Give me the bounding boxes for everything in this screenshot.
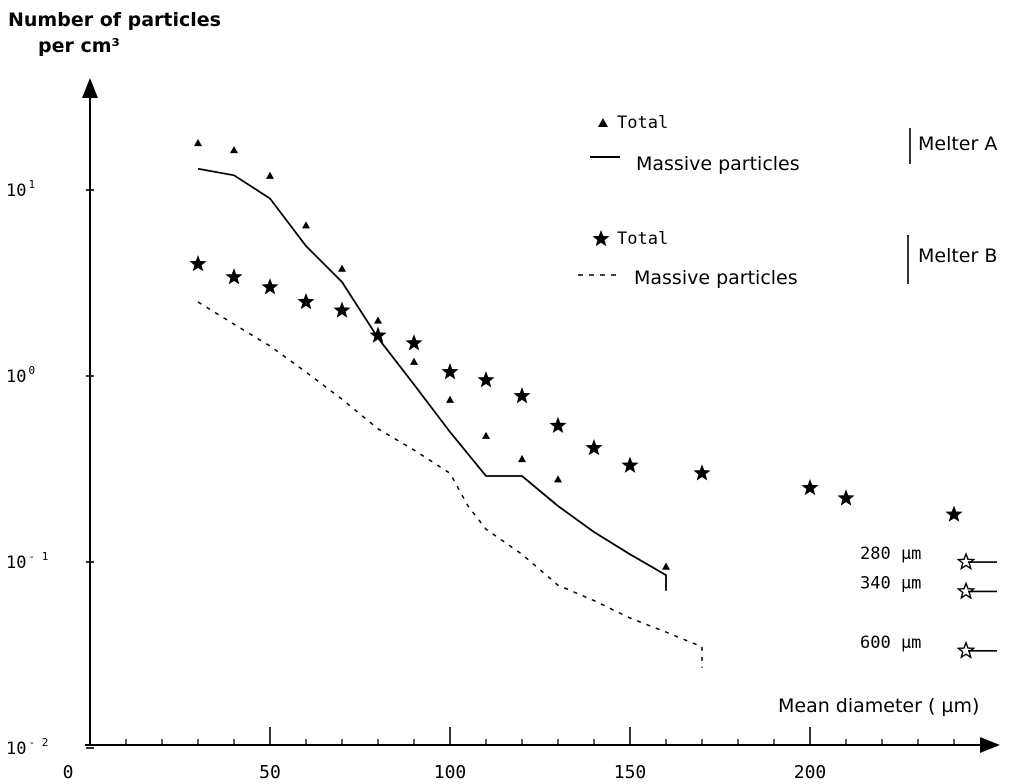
data-point-star xyxy=(693,464,711,481)
legend-star-icon xyxy=(592,230,610,247)
data-point-star xyxy=(261,278,279,295)
data-point-triangle xyxy=(338,264,346,272)
data-point-star xyxy=(837,489,855,506)
series-line xyxy=(197,167,667,591)
y-tick-label: 10 1 xyxy=(6,178,35,201)
legend-melter-a: Total Massive particles Melter A xyxy=(590,113,997,175)
data-point-triangle xyxy=(194,138,202,147)
data-point-triangle xyxy=(482,431,490,439)
data-point-star xyxy=(225,268,243,285)
series-melter-b-massive-particles xyxy=(197,301,703,668)
legend-melter-b-title: Melter B xyxy=(918,245,997,267)
x-ticks: 0 50 100 150 200 xyxy=(63,727,827,783)
offscale-star-icon xyxy=(956,640,976,659)
series-melter-a-total xyxy=(194,138,670,570)
data-point-star xyxy=(405,334,423,351)
offscale-annotation: 280 µm xyxy=(860,544,997,571)
offscale-annotation: 340 µm xyxy=(860,573,997,600)
x-tick-label: 100 xyxy=(434,762,467,783)
data-point-star xyxy=(621,456,639,473)
y-tick-label: 10 0 xyxy=(6,364,35,387)
data-point-star xyxy=(477,371,495,388)
legend-melter-a-massive-label: Massive particles xyxy=(636,153,800,175)
data-point-triangle xyxy=(518,454,526,463)
x-tick-label: 0 xyxy=(63,762,74,783)
data-point-triangle xyxy=(230,145,238,154)
x-tick-label: 200 xyxy=(794,762,827,783)
data-point-star xyxy=(549,416,567,434)
x-axis-title: Mean diameter ( µm) xyxy=(778,695,979,717)
data-point-triangle xyxy=(266,171,274,179)
data-point-triangle xyxy=(374,316,382,324)
data-point-star xyxy=(441,363,459,380)
data-point-triangle xyxy=(446,395,454,403)
data-point-star xyxy=(333,301,351,318)
y-axis-title-line2: per cm³ xyxy=(38,35,120,57)
series-line xyxy=(197,301,703,668)
x-minor-ticks xyxy=(125,739,955,745)
offscale-annotation: 600 µm xyxy=(860,633,997,659)
data-point-triangle xyxy=(662,562,670,570)
offscale-label: 600 µm xyxy=(860,633,921,653)
legend-triangle-icon xyxy=(598,118,608,127)
x-tick-label: 50 xyxy=(259,762,281,783)
y-tick-label: 10- 1 xyxy=(6,550,48,573)
data-point-star xyxy=(585,439,603,456)
legend-melter-b-total-label: Total xyxy=(617,229,668,249)
series-layer xyxy=(189,138,963,668)
data-point-star xyxy=(189,255,207,272)
data-point-star xyxy=(297,292,315,310)
annotations: 280 µm 340 µm 600 µm xyxy=(860,544,997,659)
legend: Total Massive particles Melter A Total M… xyxy=(578,113,997,289)
data-point-triangle xyxy=(302,221,310,229)
legend-melter-a-total-label: Total xyxy=(617,113,668,133)
legend-melter-b-massive-label: Massive particles xyxy=(634,267,798,289)
offscale-star-icon xyxy=(956,581,976,600)
y-axis-title-line1: Number of particles xyxy=(8,9,221,31)
series-melter-a-massive-particles xyxy=(197,167,667,591)
series-melter-b-total xyxy=(189,255,963,522)
data-point-star xyxy=(801,478,819,496)
x-tick-label: 150 xyxy=(614,762,647,783)
legend-star-shape xyxy=(592,230,610,247)
offscale-star-icon xyxy=(956,552,976,571)
offscale-label: 280 µm xyxy=(860,544,921,564)
y-tick-label: 10- 2 xyxy=(6,736,48,759)
legend-melter-b: Total Massive particles Melter B xyxy=(578,229,997,289)
data-point-star xyxy=(369,326,387,343)
offscale-label: 340 µm xyxy=(860,573,921,593)
data-point-star xyxy=(513,387,531,404)
data-point-star xyxy=(945,505,963,522)
data-point-triangle xyxy=(410,357,418,365)
data-point-triangle xyxy=(554,475,562,483)
legend-melter-a-title: Melter A xyxy=(918,133,997,155)
